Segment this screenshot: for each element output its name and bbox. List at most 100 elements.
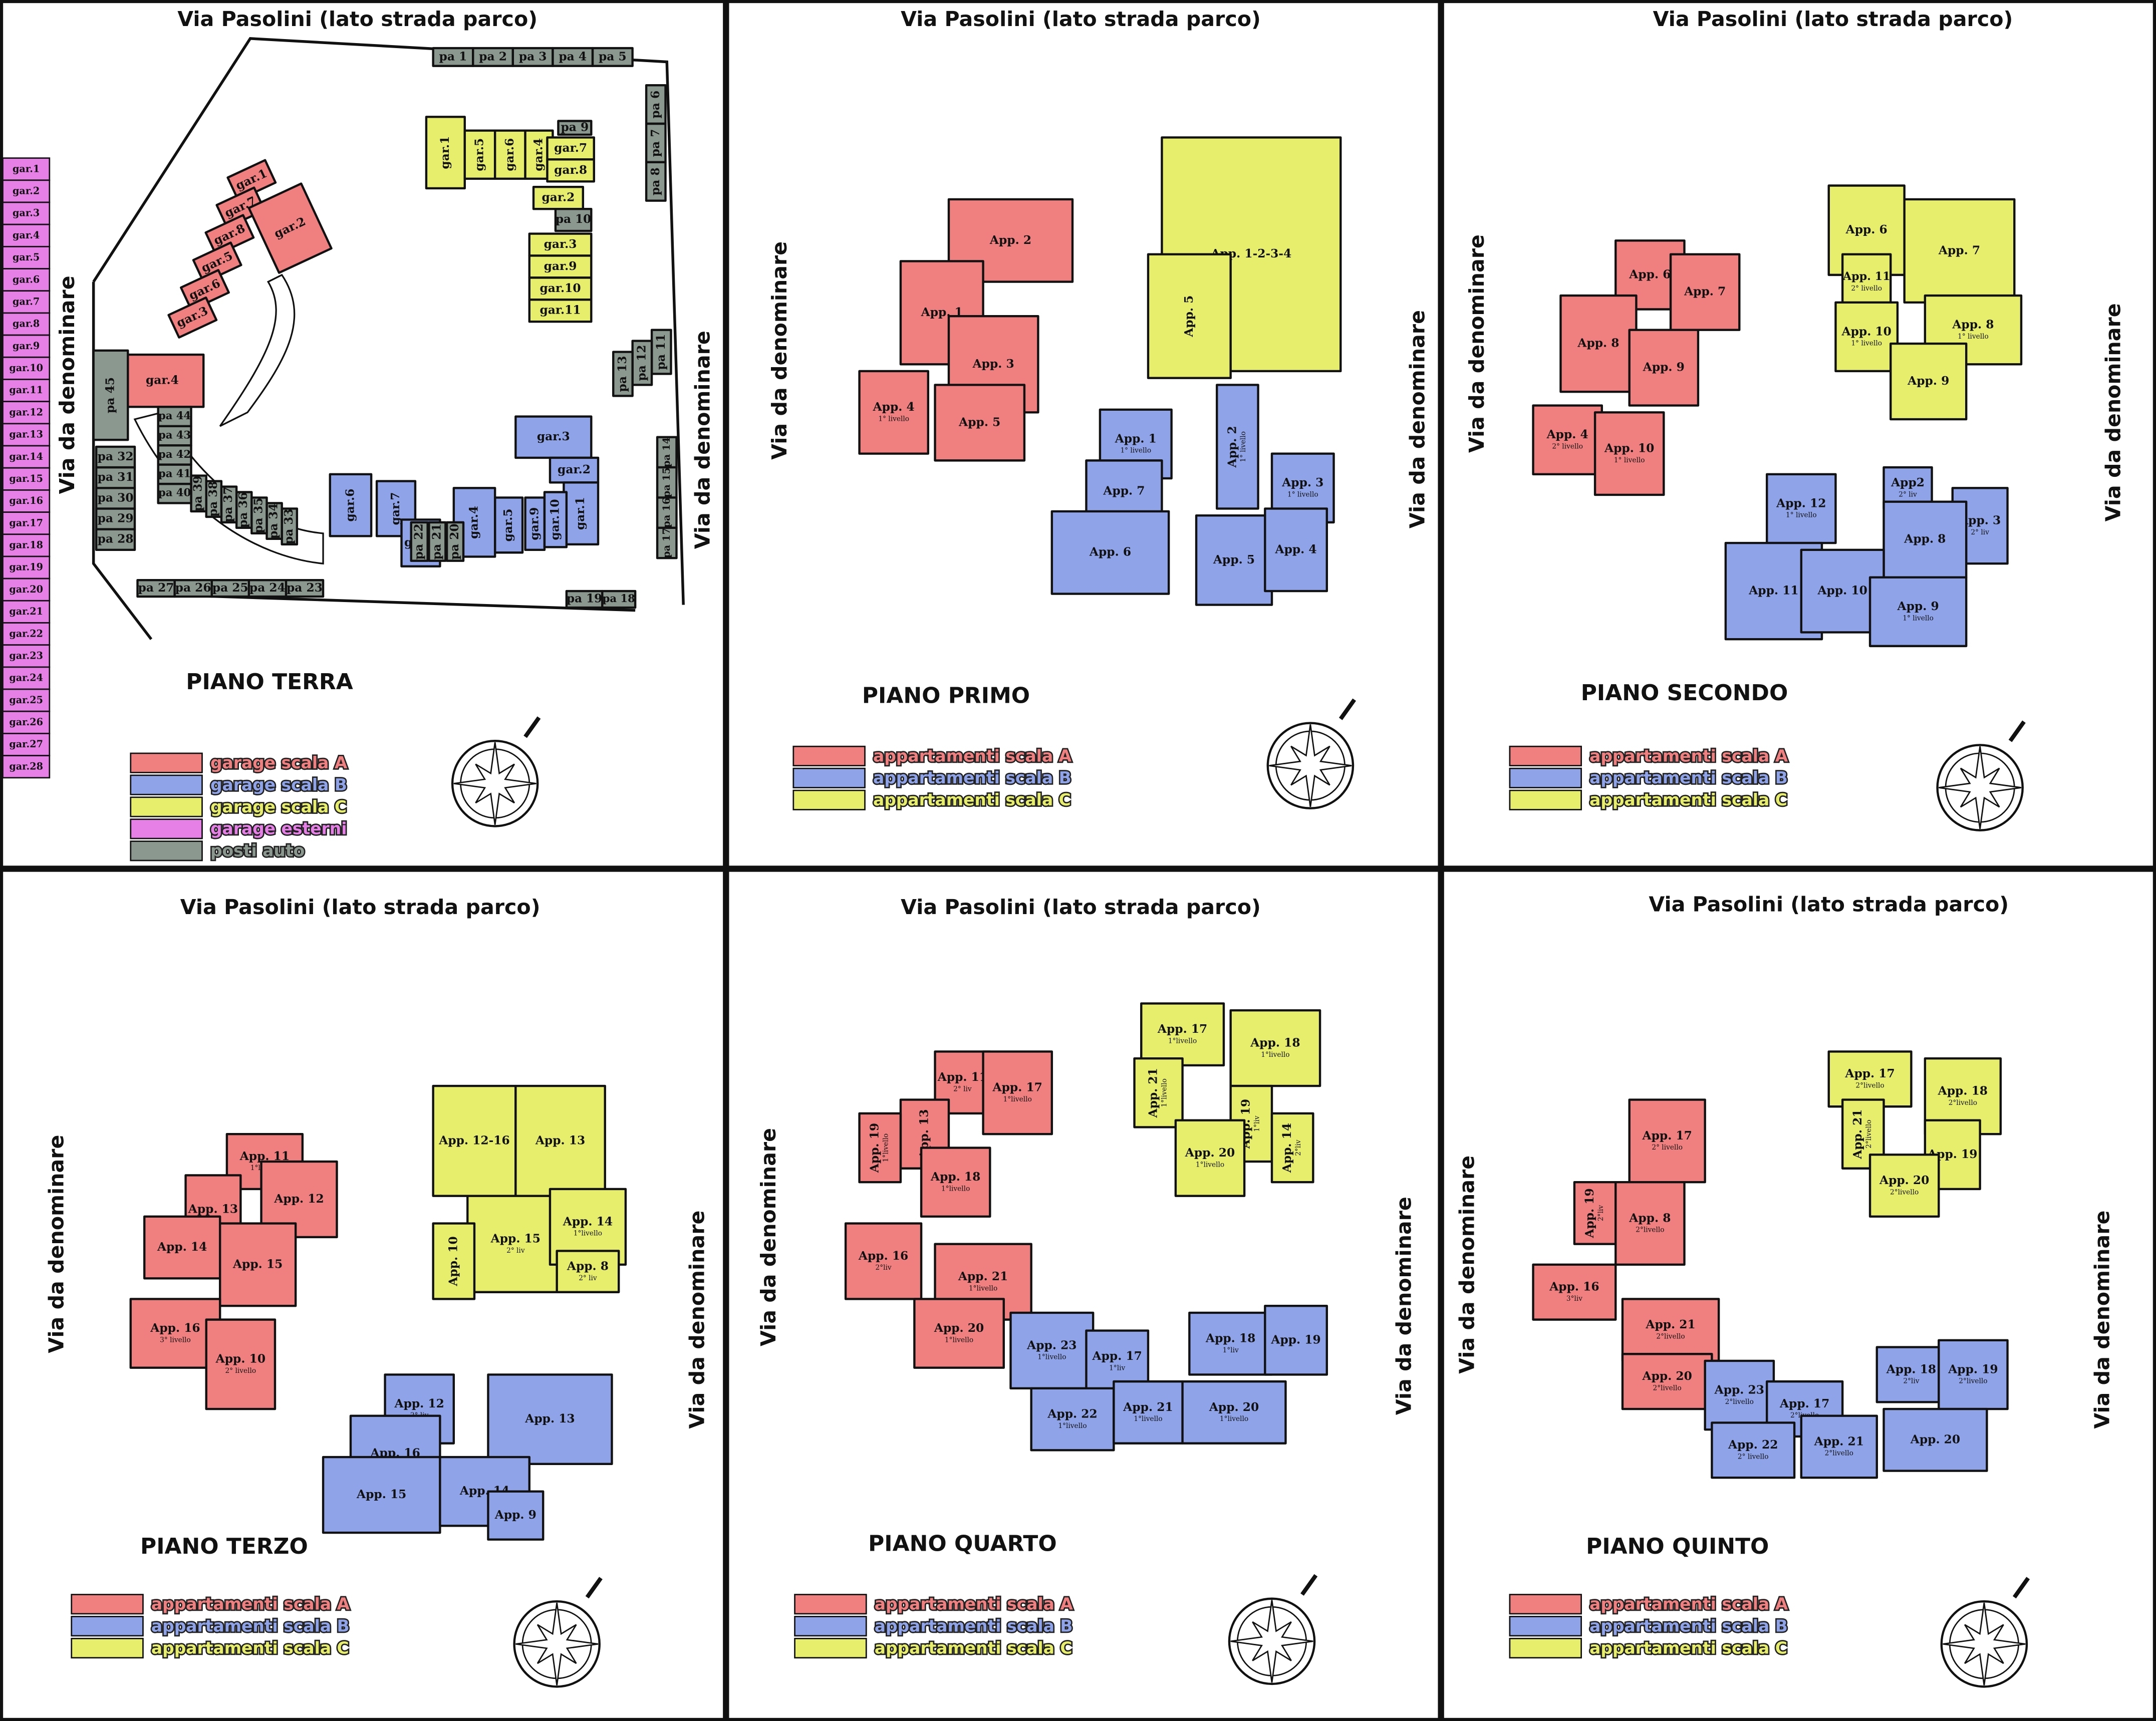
legend-swatch <box>130 840 203 862</box>
unit: pa 4 <box>552 47 594 67</box>
unit: App. 82° liv <box>556 1250 620 1293</box>
legend-label: appartamenti scala A <box>1589 746 1788 765</box>
external-garage-label: gar.22 <box>9 628 43 639</box>
unit: pa 32 <box>95 445 136 469</box>
unit: gar.11 <box>528 299 593 323</box>
unit-label: App. 17 <box>992 1081 1042 1094</box>
unit-shape <box>1270 1112 1314 1184</box>
unit-sublabel: 2°livello <box>1855 1082 1884 1090</box>
unit: App. 211°livello <box>1113 1380 1184 1445</box>
unit-label: pa 31 <box>98 470 134 484</box>
external-garage-label: gar.9 <box>13 340 40 352</box>
unit-shape <box>167 296 218 339</box>
floor-label: PIANO QUINTO <box>1586 1534 1769 1559</box>
street-label: Via Pasolini (lato strada parco) <box>180 895 541 919</box>
unit-label: gar.3 <box>544 237 577 251</box>
unit-label: pa 6 <box>649 91 662 119</box>
unit: pa 28 <box>95 528 136 551</box>
unit-label: gar.4 <box>146 374 179 387</box>
unit-label: gar.7 <box>554 141 587 155</box>
unit-shape <box>554 207 593 232</box>
legend-label: appartamenti scala C <box>151 1638 349 1657</box>
floor-label: PIANO QUARTO <box>868 1531 1057 1557</box>
unit-sublabel: 1°livello <box>1220 1415 1248 1423</box>
unit-shape <box>247 182 333 274</box>
unit: App. 82°livello <box>1614 1181 1686 1266</box>
external-garage <box>2 622 51 646</box>
unit: App. 201°livello <box>913 1298 1005 1369</box>
unit: App. 102° livello <box>205 1318 277 1410</box>
unit: gar.2 <box>549 456 600 484</box>
unit-shape <box>205 1318 277 1410</box>
unit-label: pa 34 <box>267 503 281 539</box>
unit-label: App. 6 <box>1845 223 1888 236</box>
unit-label: pa 41 <box>158 467 191 479</box>
street-label: Via Pasolini (lato strada parco) <box>901 895 1261 919</box>
unit-label: App. 12 <box>1776 496 1826 510</box>
unit-shape <box>220 485 238 524</box>
unit-shape <box>1264 1304 1328 1376</box>
unit: pa 23 <box>285 579 325 598</box>
unit-label: gar.11 <box>540 304 581 317</box>
unit: App. 42° livello <box>1532 404 1603 476</box>
legend-label: appartamenti scala C <box>875 1638 1072 1657</box>
unit-label: pa 40 <box>158 486 191 499</box>
external-garage <box>2 334 51 358</box>
unit: pa 36 <box>235 491 253 529</box>
unit-label: pa 32 <box>98 450 134 463</box>
unit-shape <box>1009 1311 1095 1390</box>
street-label: Via Pasolini (lato strada parco) <box>1649 893 2009 917</box>
compass-needle <box>1338 698 1357 720</box>
unit-label: App. 12 <box>274 1192 324 1206</box>
unit-sublabel: 1°livello <box>1160 1078 1168 1107</box>
unit-label: gar.2 <box>542 191 575 204</box>
floor-label: PIANO SECONDO <box>1581 680 1788 706</box>
legend-label: garage scala B <box>210 775 347 794</box>
external-garage <box>2 533 51 557</box>
unit-shape <box>95 487 136 510</box>
unit-shape <box>410 521 429 562</box>
legend-label: appartamenti scala B <box>1589 1616 1788 1636</box>
unit-shape <box>601 590 637 609</box>
unit-shape <box>1181 1380 1287 1445</box>
external-garage <box>2 245 51 269</box>
unit: pa 43 <box>157 425 192 447</box>
unit-label: App. 21 <box>1146 1068 1160 1118</box>
unit-label: App. 12 <box>394 1397 444 1410</box>
street-label: Via Pasolini (lato strada parco) <box>177 7 537 31</box>
unit-label: App. 13 <box>188 1203 238 1216</box>
unit: App. 152° liv <box>466 1195 565 1293</box>
external-garage <box>2 379 51 403</box>
unit-label: App. 21 <box>1814 1435 1864 1448</box>
unit: gar.6 <box>493 129 526 180</box>
unit-label: App. 3 <box>1281 476 1323 489</box>
external-garage <box>2 755 51 779</box>
unit-label: App. 23 <box>1026 1338 1076 1352</box>
unit-label: App. 14 <box>1280 1123 1294 1173</box>
unit: App. 7 <box>1669 253 1741 331</box>
unit: pa 38 <box>205 480 223 518</box>
unit-label: App. 16 <box>858 1249 908 1263</box>
unit: pa 29 <box>95 507 136 530</box>
street-label: Via Pasolini (lato strada parco) <box>1653 7 2013 31</box>
unit-shape <box>1229 1009 1321 1087</box>
unit: App. 91° livello <box>1868 576 1968 648</box>
street-label: Via da denominare <box>44 1135 68 1353</box>
unit: App. 202°livello <box>1868 1154 1940 1218</box>
unit-label: App. 9 <box>1907 374 1949 388</box>
unit: pa 1 <box>432 47 474 67</box>
unit-sublabel: 2° livello <box>1552 442 1583 450</box>
unit-label: App. 7 <box>1684 285 1726 299</box>
unit-shape <box>1559 294 1638 393</box>
unit-label: pa 29 <box>98 512 134 525</box>
unit: gar.7 <box>546 136 595 161</box>
unit: App. 19 <box>1264 1304 1328 1376</box>
unit-shape <box>1264 507 1328 593</box>
unit-shape <box>1841 253 1892 311</box>
compass-needle <box>523 716 541 738</box>
unit: gar.6 <box>329 473 373 537</box>
unit: pa 12 <box>631 340 653 386</box>
unit-sublabel: 1°livello <box>1037 1353 1066 1361</box>
unit-shape <box>1669 253 1741 331</box>
panel-frame <box>1440 0 2156 870</box>
